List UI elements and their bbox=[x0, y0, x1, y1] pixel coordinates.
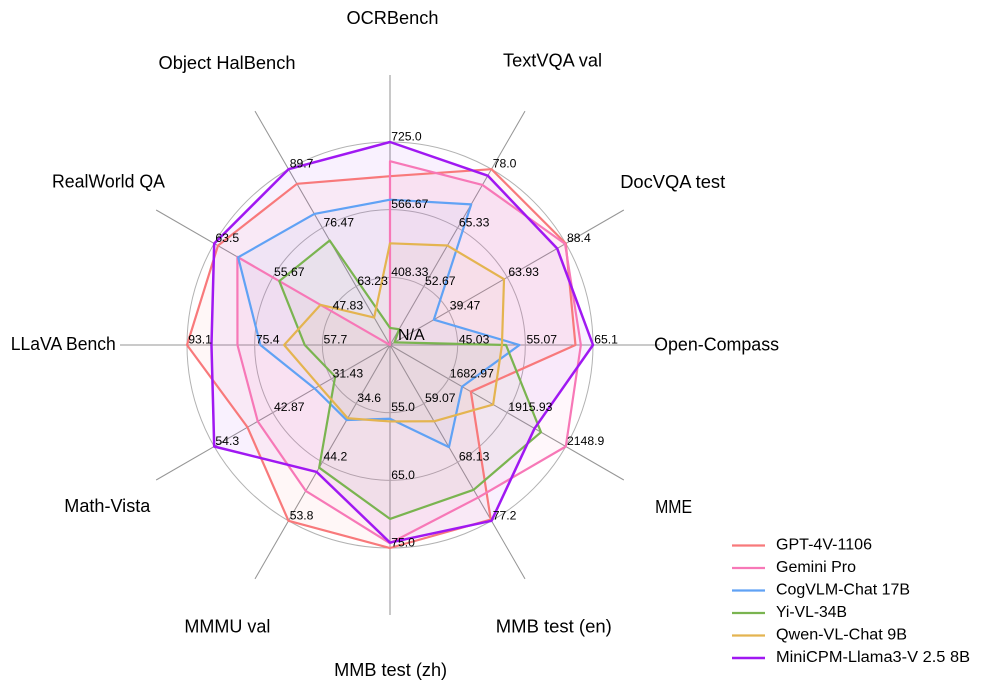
svg-text:63.23: 63.23 bbox=[357, 274, 388, 288]
svg-text:55.0: 55.0 bbox=[391, 400, 415, 414]
svg-text:Qwen-VL-Chat 9B: Qwen-VL-Chat 9B bbox=[776, 626, 907, 643]
svg-text:GPT-4V-1106: GPT-4V-1106 bbox=[776, 536, 872, 553]
svg-text:725.0: 725.0 bbox=[391, 130, 422, 144]
svg-text:77.2: 77.2 bbox=[493, 508, 517, 522]
svg-text:75.0: 75.0 bbox=[391, 536, 415, 550]
svg-text:DocVQA test: DocVQA test bbox=[620, 171, 725, 192]
svg-text:TextVQA val: TextVQA val bbox=[503, 49, 602, 70]
svg-text:63.93: 63.93 bbox=[508, 265, 539, 279]
svg-text:Object HalBench: Object HalBench bbox=[159, 52, 296, 73]
svg-text:CogVLM-Chat 17B: CogVLM-Chat 17B bbox=[776, 581, 910, 598]
svg-text:53.8: 53.8 bbox=[290, 508, 314, 522]
svg-text:408.33: 408.33 bbox=[391, 265, 428, 279]
svg-text:566.67: 566.67 bbox=[391, 197, 428, 211]
svg-text:34.6: 34.6 bbox=[357, 391, 381, 405]
svg-text:Yi-VL-34B: Yi-VL-34B bbox=[776, 604, 847, 621]
svg-text:MiniCPM-Llama3-V 2.5 8B: MiniCPM-Llama3-V 2.5 8B bbox=[776, 649, 970, 666]
svg-text:Math-Vista: Math-Vista bbox=[64, 495, 151, 516]
svg-text:N/A: N/A bbox=[398, 327, 425, 344]
svg-text:OCRBench: OCRBench bbox=[347, 7, 439, 28]
svg-text:63.5: 63.5 bbox=[215, 231, 239, 245]
svg-text:65.0: 65.0 bbox=[391, 468, 415, 482]
svg-text:78.0: 78.0 bbox=[493, 157, 517, 171]
svg-text:MMMU val: MMMU val bbox=[184, 616, 270, 637]
svg-text:47.83: 47.83 bbox=[333, 299, 364, 313]
svg-text:1682.97: 1682.97 bbox=[450, 366, 494, 380]
svg-text:45.03: 45.03 bbox=[459, 333, 490, 347]
svg-text:LLaVA Bench: LLaVA Bench bbox=[11, 333, 116, 354]
svg-text:Gemini Pro: Gemini Pro bbox=[776, 559, 856, 576]
svg-text:89.7: 89.7 bbox=[290, 157, 314, 171]
svg-text:76.47: 76.47 bbox=[324, 215, 355, 229]
svg-text:55.07: 55.07 bbox=[527, 333, 558, 347]
svg-text:MMB test (en): MMB test (en) bbox=[496, 616, 612, 637]
svg-text:MME: MME bbox=[655, 496, 692, 517]
svg-text:59.07: 59.07 bbox=[425, 391, 456, 405]
svg-text:57.7: 57.7 bbox=[324, 333, 348, 347]
svg-text:42.87: 42.87 bbox=[274, 400, 305, 414]
svg-text:1915.93: 1915.93 bbox=[508, 400, 552, 414]
svg-text:75.4: 75.4 bbox=[256, 333, 280, 347]
svg-text:54.3: 54.3 bbox=[215, 434, 239, 448]
svg-text:55.67: 55.67 bbox=[274, 265, 305, 279]
svg-text:65.33: 65.33 bbox=[459, 215, 490, 229]
svg-text:68.13: 68.13 bbox=[459, 450, 490, 464]
svg-text:2148.9: 2148.9 bbox=[567, 434, 604, 448]
svg-text:88.4: 88.4 bbox=[567, 231, 591, 245]
svg-text:MMB test (zh): MMB test (zh) bbox=[334, 659, 447, 680]
svg-text:93.1: 93.1 bbox=[188, 333, 212, 347]
svg-text:31.43: 31.43 bbox=[333, 366, 364, 380]
svg-text:52.67: 52.67 bbox=[425, 274, 456, 288]
svg-text:44.2: 44.2 bbox=[324, 450, 348, 464]
svg-text:65.1: 65.1 bbox=[594, 333, 618, 347]
svg-text:39.47: 39.47 bbox=[450, 299, 481, 313]
svg-text:Open-Compass: Open-Compass bbox=[654, 334, 779, 355]
svg-text:RealWorld QA: RealWorld QA bbox=[52, 170, 166, 191]
